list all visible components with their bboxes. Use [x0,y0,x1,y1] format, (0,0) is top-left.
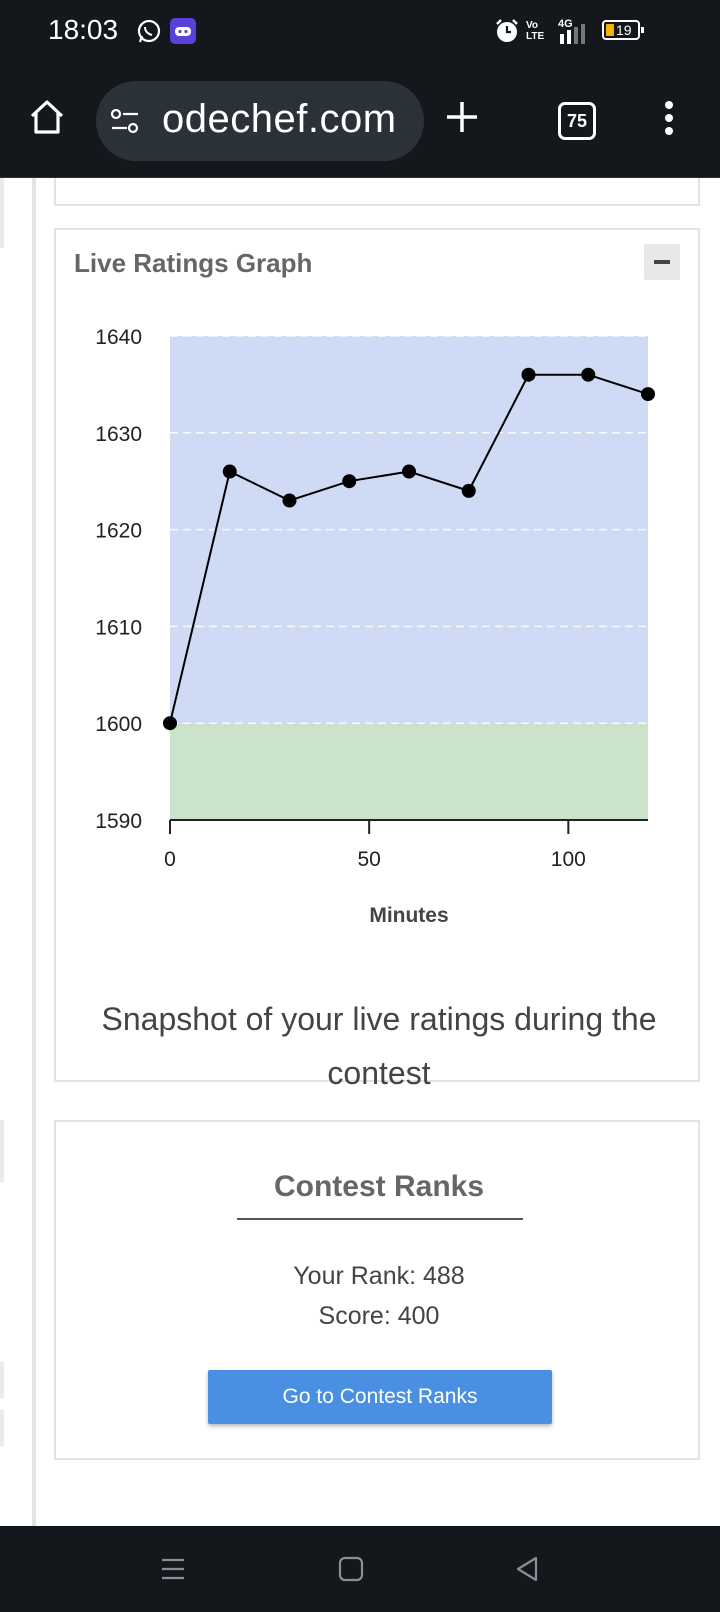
whatsapp-icon [137,19,161,43]
browser-toolbar: odechef.com 75 [0,64,720,178]
live-ratings-card: Live Ratings Graph 1590 1600 1610 1620 1630 1… [54,228,700,1091]
data-point [282,493,297,508]
chart-grid [170,335,648,724]
your-rank: Your Rank: 488 [293,1262,465,1290]
x-tick-label: 50 [357,848,380,871]
tab-switcher-button[interactable]: 75 [558,102,596,140]
ratings-chart: 1590 1600 1610 1620 1630 1640 0 50 100 Minutes [95,326,655,927]
data-point [461,483,476,498]
recent-apps-icon[interactable] [160,1556,186,1582]
go-to-contest-ranks-button[interactable]: Go to Contest Ranks [208,1370,552,1424]
y-tick-label: 1610 [95,616,142,639]
data-point [521,367,536,382]
data-point [581,367,596,382]
rating-points [163,367,655,731]
collapse-button[interactable] [644,244,680,280]
alarm-icon [496,19,518,42]
home-nav-icon[interactable] [338,1556,364,1582]
more-options-icon[interactable] [664,100,674,136]
side-panel-edge [0,178,4,248]
y-tick-label: 1600 [95,713,142,736]
side-panel-edge [0,1410,4,1446]
signal-icon [560,24,585,44]
left-rail [32,178,36,1526]
new-tab-icon[interactable] [444,99,480,135]
app-notification-icon [170,18,196,44]
data-point [222,464,237,479]
title-underline [237,1218,523,1220]
address-bar[interactable]: odechef.com [96,81,424,161]
y-tick-label: 1630 [95,423,142,446]
side-panel-edge [0,1120,4,1182]
ranks-title: Contest Ranks [273,1170,485,1203]
side-panel-edge [0,1362,4,1398]
system-nav-bar [0,1526,720,1612]
status-time: 18:03 [48,14,119,45]
previous-card [54,178,700,206]
battery-level: 19 [616,22,632,38]
y-tick-label: 1590 [95,810,142,833]
chart-caption: Snapshot of your live ratings during the… [101,1001,657,1091]
chart-bands [170,336,648,820]
site-settings-icon[interactable] [110,107,140,135]
x-tick-label: 100 [551,848,586,871]
home-icon[interactable] [28,98,66,136]
card-title: Live Ratings Graph [74,248,313,278]
status-bar: 18:03 Vo LTE 4G 19 [0,0,720,64]
x-axis-label: Minutes [369,904,448,927]
data-point [342,474,357,489]
back-icon[interactable] [514,1556,540,1582]
y-ticks: 1590 1600 1610 1620 1630 1640 [95,326,142,833]
battery-icon: 19 [602,20,644,40]
data-point [641,387,655,402]
url-text[interactable]: odechef.com [162,97,397,141]
contest-ranks-card: Contest Ranks Your Rank: 488 Score: 400 … [54,1120,700,1460]
score: Score: 400 [318,1302,440,1330]
x-tick-label: 0 [164,848,176,871]
data-point [163,716,177,731]
network-type: 4G [558,18,573,30]
band-0 [170,723,648,820]
x-ticks: 0 50 100 [164,820,586,871]
volte-indicator: Vo LTE [526,20,545,42]
y-tick-label: 1640 [95,326,142,349]
data-point [402,464,416,479]
y-tick-label: 1620 [95,520,142,543]
page-content[interactable]: Live Ratings Graph 1590 1600 1610 1620 1630 1… [0,178,720,1526]
